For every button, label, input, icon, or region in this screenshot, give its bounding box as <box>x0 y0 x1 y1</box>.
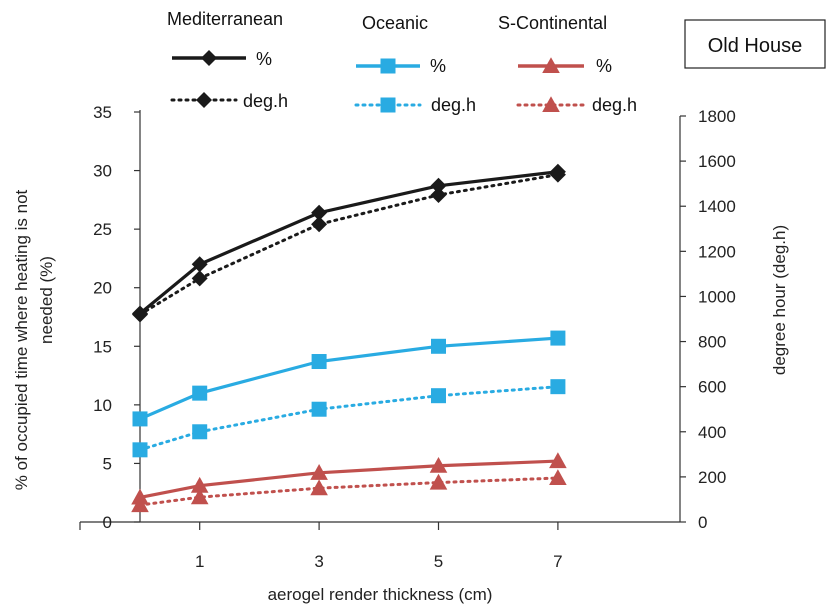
data-point <box>430 177 447 194</box>
x-tick-label: 1 <box>195 552 204 571</box>
data-point <box>192 385 208 401</box>
legend-swatch-marker <box>542 96 560 113</box>
data-point <box>311 204 328 221</box>
series-s-continental-degh <box>131 469 567 513</box>
legend-med-degh-label: deg.h <box>243 91 288 111</box>
data-point <box>132 411 148 427</box>
x-axis-title: aerogel render thickness (cm) <box>268 585 493 604</box>
data-point <box>431 388 446 404</box>
data-point <box>549 452 567 469</box>
series-oceanic-pct <box>132 330 566 427</box>
data-point <box>131 496 149 513</box>
data-point <box>191 256 208 273</box>
legend-marks <box>170 50 586 113</box>
y-right-tick-label: 1400 <box>698 197 736 216</box>
y-left-tick-label: 20 <box>93 279 112 298</box>
data-point <box>311 216 328 233</box>
y-right-tick-label: 400 <box>698 423 726 442</box>
y-left-tick-label: 10 <box>93 396 112 415</box>
y-right-tick-label: 1600 <box>698 152 736 171</box>
annotation-frame <box>684 19 826 69</box>
data-point <box>190 488 209 505</box>
legend-oce-degh-label: deg.h <box>431 95 476 115</box>
y-axis-left-title-line2: needed (%) <box>37 256 56 344</box>
series-s-continental-pct <box>131 452 567 505</box>
data-point <box>311 354 327 370</box>
series-line <box>138 476 560 507</box>
y-right-tick-label: 800 <box>698 333 726 352</box>
y-left-tick-label: 35 <box>93 103 112 122</box>
y-right-tick-label: 600 <box>698 378 726 397</box>
y-left-tick-label: 0 <box>103 513 112 532</box>
x-tick-label: 7 <box>553 552 562 571</box>
annotation-box: Old House <box>684 19 826 69</box>
y-right-tick-label: 1000 <box>698 287 736 306</box>
legend-swatch-marker <box>542 57 560 74</box>
series-oceanic-degh <box>132 379 566 458</box>
data-point <box>132 442 148 458</box>
legend-sc-pct-label: % <box>596 56 612 76</box>
data-point <box>429 473 448 490</box>
y-right-tick-label: 1200 <box>698 242 736 261</box>
data-point <box>310 464 328 480</box>
x-tick-label: 3 <box>314 552 323 571</box>
legend-group-mediterranean: Mediterranean <box>167 9 283 29</box>
y-left-tick-label: 5 <box>103 454 112 473</box>
series-line <box>139 336 559 421</box>
series-line <box>138 173 560 316</box>
legend-group-s-continental: S-Continental <box>498 13 607 33</box>
y-axis-left-title-line1: % of occupied time where heating is not <box>12 189 31 490</box>
legend-oce-pct-label: % <box>430 56 446 76</box>
data-point <box>549 469 567 486</box>
legend-swatch-marker <box>196 92 212 108</box>
data-point <box>311 401 327 417</box>
data-point <box>310 479 328 496</box>
y-left-tick-label: 30 <box>93 162 112 181</box>
y-right-tick-label: 200 <box>698 468 726 487</box>
y-right-tick-label: 1800 <box>698 107 736 126</box>
legend-group-oceanic: Oceanic <box>362 13 428 33</box>
y-left-tick-label: 15 <box>93 337 112 356</box>
data-point <box>550 330 566 346</box>
x-tick-label: 5 <box>434 552 443 571</box>
data-point <box>190 476 209 493</box>
data-point <box>550 379 566 395</box>
data-point <box>132 306 148 323</box>
y-right-tick-label: 0 <box>698 513 707 532</box>
series-mediterranean-pct <box>132 163 566 322</box>
annotation-label: Old House <box>708 35 803 57</box>
legend-med-pct-label: % <box>256 49 272 69</box>
legend-swatch-marker <box>201 50 217 66</box>
series-layer <box>131 163 567 513</box>
legend-sc-degh-label: deg.h <box>592 95 637 115</box>
data-point <box>429 456 448 473</box>
legend-swatch-marker <box>380 58 396 74</box>
series-line <box>138 170 559 315</box>
y-axis-right-title: degree hour (deg.h) <box>770 225 789 375</box>
axes: 0510152025303502004006008001000120014001… <box>79 103 736 571</box>
data-point <box>430 186 447 203</box>
series-mediterranean-degh <box>132 166 566 323</box>
data-point <box>431 338 446 354</box>
data-point <box>191 270 208 287</box>
data-point <box>549 166 566 183</box>
y-left-tick-label: 25 <box>93 220 112 239</box>
legend-swatch-marker <box>380 97 396 113</box>
data-point <box>192 424 208 440</box>
